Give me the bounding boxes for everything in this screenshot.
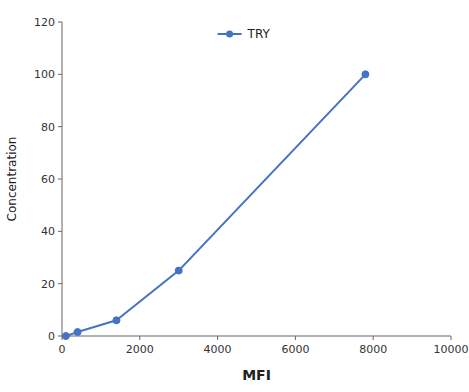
y-tick-label: 60 — [41, 173, 55, 186]
x-tick-label: 8000 — [359, 343, 387, 356]
x-tick — [373, 336, 374, 340]
data-point — [62, 333, 69, 340]
y-tick-label: 40 — [41, 225, 55, 238]
y-tick-label: 20 — [41, 278, 55, 291]
data-point — [175, 267, 182, 274]
data-point — [362, 71, 369, 78]
x-tick — [217, 336, 218, 340]
y-tick — [58, 336, 62, 337]
y-tick-label: 80 — [41, 121, 55, 134]
legend: TRY — [218, 27, 271, 41]
y-tick — [58, 74, 62, 75]
y-tick — [58, 22, 62, 23]
chart: 0 2000 4000 6000 8000 10000 0 20 40 60 80 100 120 MFI… — [0, 0, 469, 392]
y-tick-label: 0 — [48, 330, 55, 343]
x-axis-label: MFI — [242, 367, 271, 383]
chart-container: 0 2000 4000 6000 8000 10000 0 20 40 60 80 100 120 MFI… — [0, 0, 469, 392]
x-tick-label: 6000 — [281, 343, 309, 356]
x-tick — [295, 336, 296, 340]
plot-area — [62, 71, 369, 340]
data-point — [113, 317, 120, 324]
series-line — [66, 74, 366, 336]
x-tick-label: 10000 — [434, 343, 469, 356]
y-tick — [58, 231, 62, 232]
data-point — [74, 329, 81, 336]
x-tick — [451, 336, 452, 340]
y-tick — [58, 179, 62, 180]
y-tick — [58, 126, 62, 127]
y-tick-label: 100 — [34, 68, 55, 81]
x-tick-label: 4000 — [204, 343, 232, 356]
x-tick-label: 2000 — [126, 343, 154, 356]
legend-label: TRY — [247, 27, 271, 41]
x-axis-line — [62, 336, 451, 337]
y-tick-label: 120 — [34, 16, 55, 29]
axes: 0 2000 4000 6000 8000 10000 0 20 40 60 80 100 120 — [34, 16, 469, 356]
x-tick — [139, 336, 140, 340]
legend-marker — [226, 31, 233, 38]
x-tick-label: 0 — [59, 343, 66, 356]
y-axis-label: Concentration — [5, 137, 19, 222]
y-tick — [58, 283, 62, 284]
